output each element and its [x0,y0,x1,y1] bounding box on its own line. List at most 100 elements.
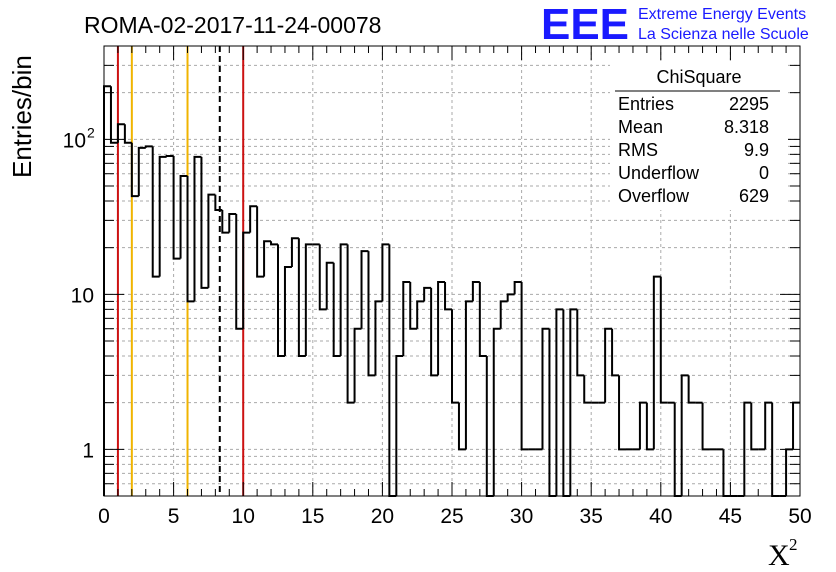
stat-value-overflow: 629 [739,186,769,206]
x-tick-label: 50 [788,505,811,528]
histogram-bin [207,193,216,288]
histogram-bin [499,300,508,329]
stat-label-overflow: Overflow [618,186,690,206]
stat-label-underflow: Underflow [618,163,700,183]
histogram-bin [743,401,752,496]
stat-label-rms: RMS [618,140,658,160]
histogram-bin [151,146,160,278]
histogram-bin [277,244,285,358]
histogram-bin [464,300,473,450]
x-tick-label: 35 [580,505,603,528]
histogram-bin [395,355,404,496]
histogram-bin [402,281,411,357]
histogram-bin [792,401,800,450]
histogram-bin [103,85,111,496]
histogram-bin [485,356,494,497]
histogram-bin [235,213,244,330]
histogram-bin [430,287,439,377]
y-tick-label: 10 [71,284,94,307]
y-tick-label: 1 [82,439,94,462]
histogram-bin [304,243,313,357]
histogram-bin [618,375,626,451]
y-tick-label: 10 [63,129,86,152]
logo-line-2: La Scienza nelle Scuole [638,26,809,43]
histogram-bin [513,281,522,295]
x-tick-label: 15 [301,505,324,528]
histogram-bin [652,275,661,450]
histogram-bin [297,238,306,358]
histogram-bin [764,401,773,450]
histogram-bin [471,281,480,302]
histogram-bins [103,85,800,497]
histogram-bin [165,155,174,158]
histogram-bin [193,155,202,302]
histogram-bin [228,212,237,233]
histogram-bin [374,300,383,376]
histogram-bin [541,327,550,450]
y-tick-label-exponent: 2 [87,124,95,140]
histogram-bin [701,402,710,451]
histogram-bin [367,251,376,377]
histogram-bin [388,244,397,497]
histogram-bin [437,281,446,376]
stat-value-entries: 2295 [729,94,769,114]
stat-label-mean: Mean [618,117,663,137]
histogram-bin [457,402,466,451]
histogram-bin [325,261,334,310]
histogram-bin [137,146,146,197]
histogram-bin [423,286,432,302]
histogram-bin [576,309,585,377]
histogram-bin [492,327,501,496]
logo-line-1: Extreme Energy Events [638,6,806,23]
histogram-bin [478,282,487,358]
histogram-bin [604,327,613,403]
x-axis-title-main: X [768,539,790,572]
histogram-bin [687,375,696,404]
histogram-bin [158,155,167,277]
stats-box-background [610,64,788,210]
histogram-bin [249,205,258,233]
histogram-bin [381,243,390,302]
histogram-bin [290,237,299,268]
histogram-bin [144,145,153,148]
x-axis-title: X 2 [768,535,798,572]
axis-ticks [103,45,801,497]
histogram-bin [506,293,515,302]
x-tick-label: 25 [440,505,463,528]
histogram-bin [638,401,647,450]
histogram-bin [270,241,278,246]
histogram-bin [200,156,209,289]
reference-lines [116,46,245,496]
histogram-bin [451,309,459,404]
histogram-bin [416,300,425,329]
x-tick-label: 45 [719,505,742,528]
x-tick-label: 30 [510,505,533,528]
histogram-bin [409,282,418,330]
histogram-bin [353,327,362,403]
histogram-bin [444,282,452,311]
y-axis-title: Entries/bin [7,55,37,178]
histogram-bin [569,308,578,496]
histogram-bin [283,266,292,357]
histogram-bin [263,240,272,277]
stats-title: ChiSquare [656,67,741,87]
histogram-bin [339,243,348,357]
histogram-bin [680,374,689,496]
histogram-bin [645,402,654,451]
histogram-bin [123,124,132,144]
histogram-bin [116,123,125,143]
x-tick-label: 40 [649,505,672,528]
histogram-bin [611,328,620,377]
stats-box: ChiSquare Entries 2295 Mean 8.318 RMS 9.… [610,64,788,210]
histogram-bin [360,250,369,329]
histogram-bin [242,231,251,329]
histogram-bin [256,206,265,278]
stat-label-entries: Entries [618,94,674,114]
histogram-bin [555,308,564,496]
x-tick-label: 0 [98,505,110,528]
x-axis-title-superscript: 2 [789,535,798,554]
stat-value-underflow: 0 [759,163,769,183]
histogram-bin [332,262,341,358]
histogram-bin [130,142,139,198]
